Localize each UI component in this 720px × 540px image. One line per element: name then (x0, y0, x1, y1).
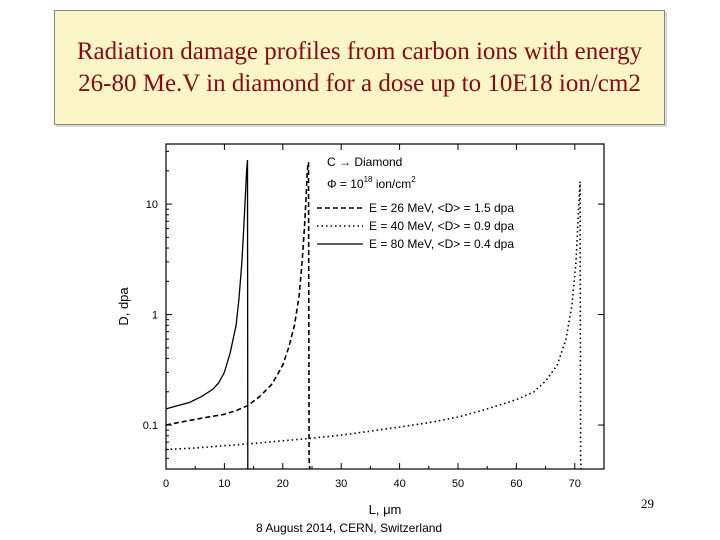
x-tick-label: 60 (510, 478, 522, 490)
x-tick-label: 0 (163, 478, 169, 490)
footer-text: 8 August 2014, CERN, Switzerland (256, 521, 443, 535)
series-line-1 (165, 161, 311, 470)
y-axis-label: D, dpa (116, 287, 131, 326)
title-box: Radiation damage profiles from carbon io… (54, 10, 665, 125)
x-tick-label: 20 (277, 478, 289, 490)
legend-label-2: E = 40 MeV, <D> = 0.9 dpa (369, 219, 514, 233)
page-number: 29 (641, 496, 654, 511)
damage-profile-chart: 0 10 20 30 40 50 60 70 0.1 1 10 L, μm D, dpa C → Diam… (116, 143, 605, 517)
legend-label-3: E = 80 MeV, <D> = 0.4 dpa (369, 237, 514, 251)
x-tick-label: 50 (452, 478, 464, 490)
legend-label-1: E = 26 MeV, <D> = 1.5 dpa (369, 201, 514, 215)
y-tick-label: 1 (152, 310, 158, 322)
x-tick-label: 70 (569, 478, 581, 490)
plot-frame (165, 143, 605, 470)
slide-title: Radiation damage profiles from carbon io… (76, 37, 643, 97)
annotation-line-1: C → Diamond (327, 155, 402, 169)
y-tick-label: 0.1 (143, 420, 158, 432)
series-line-3 (165, 160, 249, 470)
x-axis-label: L, μm (369, 502, 402, 517)
x-tick-label: 30 (335, 478, 347, 490)
annotation-line-2: Φ = 1018 ion/cm2 (327, 175, 416, 191)
y-tick-label: 10 (146, 199, 158, 211)
x-tick-label: 10 (218, 478, 230, 490)
x-tick-label: 40 (393, 478, 405, 490)
series-line-2 (165, 181, 582, 470)
